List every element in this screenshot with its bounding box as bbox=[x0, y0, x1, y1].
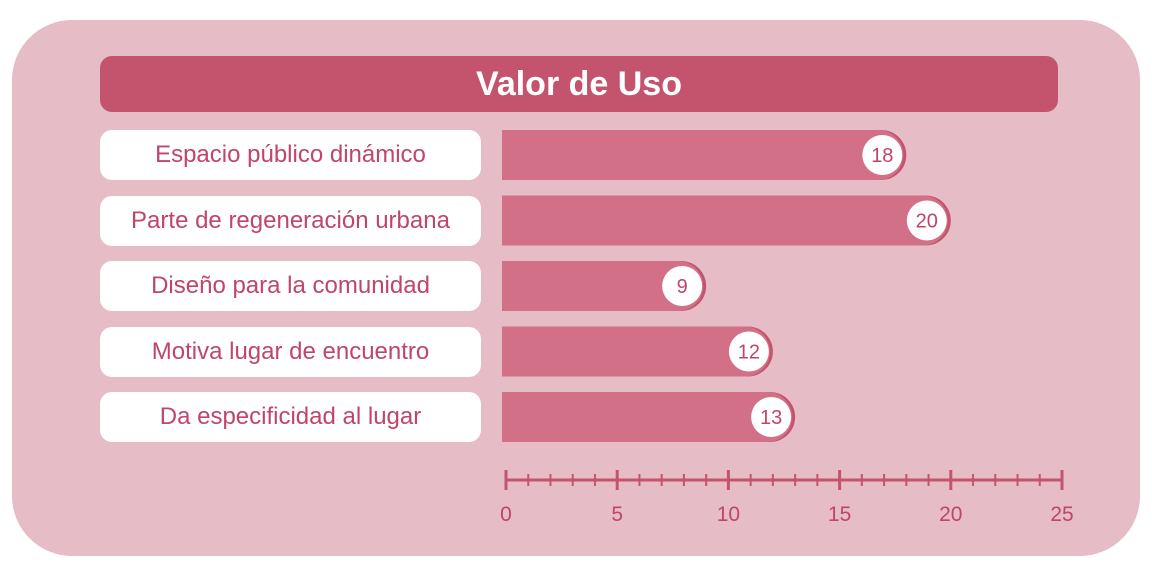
x-tick-label: 15 bbox=[828, 503, 851, 526]
x-tick-label: 0 bbox=[500, 503, 512, 526]
x-tick-label: 25 bbox=[1050, 503, 1073, 526]
data-label: 18 bbox=[871, 145, 893, 167]
data-label-badge bbox=[728, 331, 769, 372]
bar bbox=[502, 130, 904, 180]
data-label-badge bbox=[862, 135, 903, 175]
data-label-badge bbox=[662, 266, 703, 306]
x-tick-label: 20 bbox=[939, 503, 962, 526]
category-label: Parte de regeneración urbana bbox=[100, 196, 481, 246]
data-label-badge bbox=[906, 200, 947, 241]
category-label: Diseño para la comunidad bbox=[100, 261, 481, 311]
data-label: 20 bbox=[916, 211, 938, 233]
chart-title: Valor de Uso bbox=[476, 64, 682, 103]
bar bbox=[502, 392, 793, 442]
chart-title-bar: Valor de Uso bbox=[100, 56, 1058, 112]
category-label: Da especificidad al lugar bbox=[100, 392, 481, 442]
data-label-badge bbox=[751, 397, 792, 437]
bar bbox=[502, 326, 770, 377]
x-tick-label: 5 bbox=[611, 503, 623, 526]
x-tick-label: 10 bbox=[717, 503, 740, 526]
category-label: Motiva lugar de encuentro bbox=[100, 327, 481, 377]
bar bbox=[502, 195, 948, 246]
data-label: 13 bbox=[760, 407, 782, 429]
data-label: 12 bbox=[738, 342, 760, 364]
data-label: 9 bbox=[677, 276, 688, 298]
category-label: Espacio público dinámico bbox=[100, 130, 481, 180]
bar bbox=[502, 261, 704, 311]
